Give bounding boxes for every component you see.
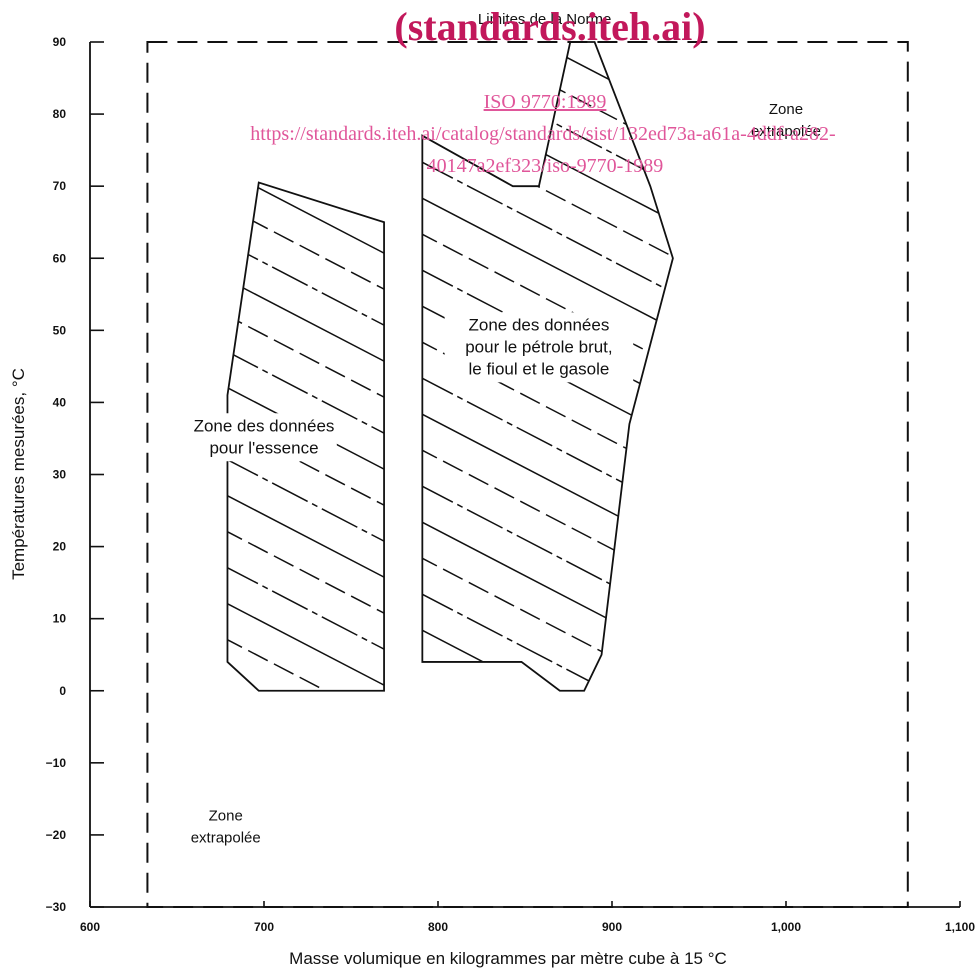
hatch-line (422, 447, 673, 584)
zone-label: pour le pétrole brut, (465, 337, 612, 356)
hatch-line (422, 483, 673, 620)
x-tick-label: 700 (254, 920, 274, 934)
x-tick-label: 600 (80, 920, 100, 934)
hatch-line (227, 492, 385, 581)
y-tick-label: −20 (46, 828, 67, 842)
x-tick-label: 1,100 (945, 920, 975, 934)
hatch-line (227, 564, 385, 653)
watermark-code: ISO 9770:1989 (484, 91, 607, 113)
hatch-line (422, 663, 673, 691)
y-tick-label: 30 (53, 468, 67, 482)
zone-label: pour l'essence (209, 438, 318, 457)
y-tick-label: 20 (53, 540, 67, 554)
y-tick-label: 50 (53, 323, 67, 337)
hatch-line (417, 700, 678, 835)
hatch-line (227, 456, 385, 545)
hatch-line (227, 636, 385, 691)
zone-label-backdrop (191, 413, 337, 462)
y-ticks: −30 −20 −10 0 10 20 30 40 50 60 70 80 90 (46, 35, 104, 914)
hatch-line (227, 348, 385, 437)
zone-outline (226, 181, 385, 692)
standard-limits-label: Limites de la Norme (478, 11, 611, 28)
zone-labels: Zone des données pour l'essence Zone des d… (191, 101, 821, 846)
hatch-line (227, 600, 385, 689)
y-tick-label: 60 (53, 251, 67, 265)
hatch-line (422, 159, 673, 296)
hatch-line (227, 204, 385, 293)
y-tick-label: −30 (46, 900, 67, 914)
hatch-line (227, 240, 385, 329)
x-axis-title: Masse volumique en kilogrammes par mètre… (289, 949, 727, 968)
zone-label-backdrop (444, 312, 634, 383)
watermark-brand: (standards.iteh.ai) (394, 4, 705, 49)
hatch-line (422, 627, 673, 691)
y-tick-label: 40 (53, 395, 67, 409)
zone-outline (421, 41, 674, 692)
hatch-line (422, 231, 673, 368)
zone-label: Zone des données (194, 416, 335, 435)
data-zones (222, 41, 678, 835)
extrapolated-zone-label: Zone (769, 101, 803, 118)
extrapolated-zone-label: extrapolée (191, 830, 261, 847)
hatch-line (422, 555, 673, 691)
x-ticks: 600 700 800 900 1,000 1,100 (80, 901, 975, 934)
extrapolated-zone-label: extrapolée (751, 123, 821, 140)
x-tick-label: 900 (602, 920, 622, 934)
hatch-line (422, 411, 673, 548)
zone-label: le fioul et le gasole (469, 359, 610, 378)
hatch-line (222, 709, 389, 796)
y-tick-label: 10 (53, 612, 67, 626)
y-tick-label: 90 (53, 35, 67, 49)
y-tick-label: −10 (46, 756, 67, 770)
hatch-line (227, 182, 385, 221)
hatch-line (422, 591, 673, 691)
y-tick-label: 70 (53, 179, 67, 193)
hatch-line (227, 276, 385, 365)
x-tick-label: 1,000 (771, 920, 801, 934)
y-axis-title: Températures mesurées, °C (9, 368, 28, 580)
y-tick-label: 80 (53, 107, 67, 121)
hatch-line (422, 195, 673, 332)
watermark-url-line2: 40147a2ef323/iso-9770-1989 (427, 155, 664, 177)
y-tick-label: 0 (59, 684, 66, 698)
hatch-line (227, 182, 385, 257)
hatch-line (422, 519, 673, 656)
hatch-line (227, 528, 385, 617)
x-tick-label: 800 (428, 920, 448, 934)
hatch-line (227, 312, 385, 401)
hatch-line (227, 672, 385, 691)
extrapolated-zone-label: Zone (209, 808, 243, 825)
hatch-line (422, 375, 673, 512)
zone-label: Zone des données (468, 315, 609, 334)
watermark-url-line1: https://standards.iteh.ai/catalog/standa… (250, 123, 835, 145)
